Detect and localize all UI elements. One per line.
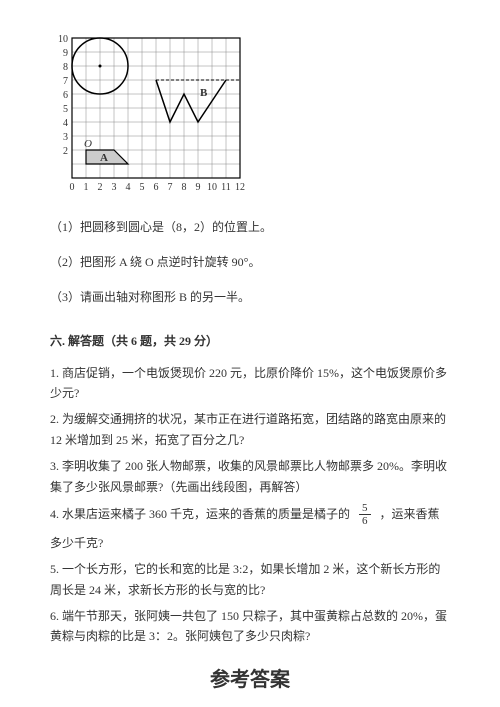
problem-5: 5. 一个长方形，它的长和宽的比是 3:2，如果长增加 2 米，这个新长方形的周… [50,559,450,600]
svg-text:7: 7 [168,182,173,193]
section-6-title: 六. 解答题（共 6 题，共 29 分） [50,332,450,349]
svg-text:1: 1 [84,182,89,193]
svg-text:2: 2 [98,182,103,193]
svg-text:5: 5 [140,182,145,193]
svg-text:6: 6 [154,182,159,193]
answer-key-title: 参考答案 [50,663,450,692]
problem-4: 4. 水果店运来橘子 360 千克，运来的香蕉的质量是橘子的 5 6 ，运来香蕉 [50,503,450,527]
svg-text:2: 2 [63,146,68,157]
svg-text:B: B [200,87,208,99]
svg-text:10: 10 [207,182,217,193]
svg-text:8: 8 [63,62,68,73]
svg-text:3: 3 [112,182,117,193]
fraction-5-6: 5 6 [359,503,371,527]
question-1: （1）把圆移到圆心是（8，2）的位置上。 [50,218,450,237]
problem-2-text: 2. 为缓解交通拥挤的状况，某市正在进行道路拓宽，团结路的路宽由原来的 12 米… [50,412,446,446]
problem-1-text: 1. 商店促销，一个电饭煲现价 220 元，比原价降价 15%，这个电饭煲原价多… [50,366,447,400]
svg-text:5: 5 [63,104,68,115]
problem-6: 6. 端午节那天，张阿姨一共包了 150 只粽子，其中蛋黄粽占总数的 20%，蛋… [50,606,450,647]
question-3-text: （3）请画出轴对称图形 B 的另一半。 [50,290,250,304]
problem-1: 1. 商店促销，一个电饭煲现价 220 元，比原价降价 15%，这个电饭煲原价多… [50,363,450,404]
svg-text:O: O [84,138,92,150]
question-3: （3）请画出轴对称图形 B 的另一半。 [50,288,450,307]
fraction-numerator: 5 [359,503,371,515]
svg-text:7: 7 [63,76,68,87]
problem-2: 2. 为缓解交通拥挤的状况，某市正在进行道路拓宽，团结路的路宽由原来的 12 米… [50,409,450,450]
svg-text:A: A [100,152,108,164]
svg-text:9: 9 [196,182,201,193]
question-2-text: （2）把图形 A 绕 O 点逆时针旋转 90°。 [50,255,260,269]
problem-4-pre: 4. 水果店运来橘子 360 千克，运来的香蕉的质量是橘子的 [50,507,350,521]
problem-5-text: 5. 一个长方形，它的长和宽的比是 3:2，如果长增加 2 米，这个新长方形的周… [50,562,440,596]
svg-text:12: 12 [235,182,245,193]
svg-text:4: 4 [126,182,131,193]
question-1-text: （1）把圆移到圆心是（8，2）的位置上。 [50,220,272,234]
svg-text:0: 0 [70,182,75,193]
svg-text:6: 6 [63,90,68,101]
problem-3: 3. 李明收集了 200 张人物邮票，收集的风景邮票比人物邮票多 20%。李明收… [50,456,450,497]
svg-text:3: 3 [63,132,68,143]
problem-4-post: ，运来香蕉 [380,507,440,521]
problem-6-text: 6. 端午节那天，张阿姨一共包了 150 只粽子，其中蛋黄粽占总数的 20%，蛋… [50,609,447,643]
fraction-denominator: 6 [359,515,371,527]
svg-text:4: 4 [63,118,68,129]
grid-figure: 10987654320123456789101112BOA [50,30,450,200]
question-2: （2）把图形 A 绕 O 点逆时针旋转 90°。 [50,253,450,272]
svg-text:11: 11 [221,182,231,193]
svg-text:9: 9 [63,48,68,59]
answer-key-title-text: 参考答案 [210,669,290,691]
problem-4-line2: 多少千克? [50,533,450,553]
grid-svg: 10987654320123456789101112BOA [50,30,250,196]
svg-text:8: 8 [182,182,187,193]
svg-text:10: 10 [58,34,68,45]
problem-4-line2-text: 多少千克? [50,536,103,550]
section-6-title-text: 六. 解答题（共 6 题，共 29 分） [50,334,218,348]
problem-3-text: 3. 李明收集了 200 张人物邮票，收集的风景邮票比人物邮票多 20%。李明收… [50,459,447,493]
